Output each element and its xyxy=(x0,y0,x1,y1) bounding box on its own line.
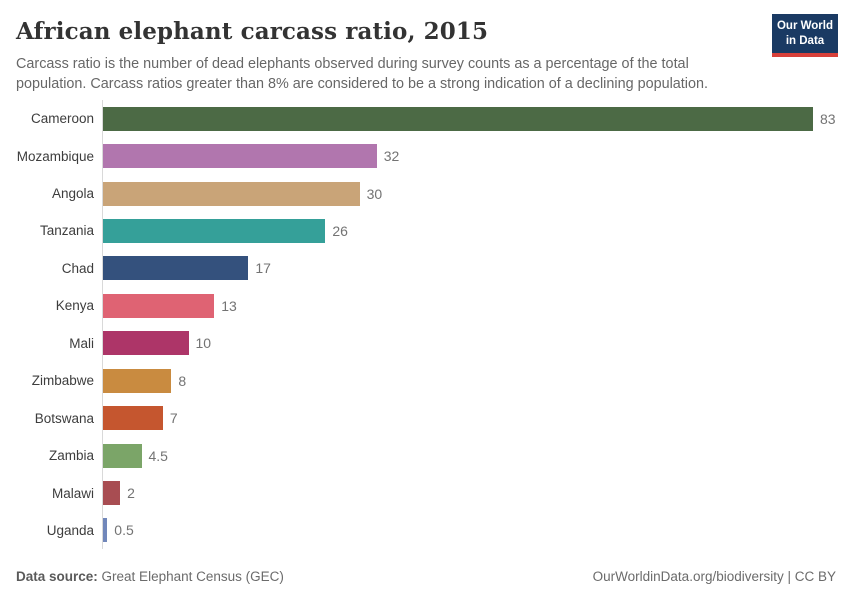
value-label: 83 xyxy=(820,110,836,127)
value-label: 26 xyxy=(332,222,348,239)
value-label: 4.5 xyxy=(148,447,168,464)
value-label: 2 xyxy=(127,485,135,501)
bar[interactable] xyxy=(103,406,163,431)
chart-row: Mali 10 xyxy=(16,324,850,362)
chart-row: Chad 17 xyxy=(16,249,850,288)
owid-logo[interactable]: Our World in Data xyxy=(772,14,838,57)
bar-track: 2 xyxy=(102,474,850,512)
bar-track: 83 xyxy=(102,99,850,138)
bar[interactable] xyxy=(103,144,377,169)
category-label: Uganda xyxy=(46,522,94,538)
data-source-value: Great Elephant Census (GEC) xyxy=(101,569,284,584)
bar-chart: Cameroon 83 Mozambique 32 Angola 30 Tanz… xyxy=(16,99,850,550)
chart-row: Malawi 2 xyxy=(16,474,850,512)
chart-row: Kenya 13 xyxy=(16,287,850,325)
bar[interactable] xyxy=(103,368,172,393)
bar-track: 0.5 xyxy=(102,511,850,550)
owid-logo-line2: in Data xyxy=(785,34,825,47)
bar-track: 17 xyxy=(102,249,850,288)
bar[interactable] xyxy=(103,518,108,543)
page-title: African elephant carcass ratio, 2015 xyxy=(16,18,489,45)
bar-track: 7 xyxy=(102,399,850,437)
chart-subtitle: Carcass ratio is the number of dead elep… xyxy=(16,56,708,93)
owid-logo-line1: Our World xyxy=(776,20,833,32)
value-label: 32 xyxy=(383,148,400,165)
value-label: 7 xyxy=(169,410,178,427)
chart-header: African elephant carcass ratio, 2015 Our… xyxy=(0,0,850,95)
value-label: 10 xyxy=(195,335,212,352)
chart-row: Mozambique 32 xyxy=(16,137,850,175)
bar[interactable] xyxy=(103,256,249,281)
chart-row: Zambia 4.5 xyxy=(16,436,850,475)
bar[interactable] xyxy=(103,443,142,468)
bar-track: 10 xyxy=(102,324,850,362)
category-label: Botswana xyxy=(34,410,94,426)
bar-track: 4.5 xyxy=(102,436,850,475)
credit-link[interactable]: OurWorldinData.org/biodiversity | CC BY xyxy=(592,569,836,584)
bar[interactable] xyxy=(103,218,326,243)
category-label: Cameroon xyxy=(30,111,94,127)
category-label: Malawi xyxy=(51,485,94,501)
chart-row: Cameroon 83 xyxy=(16,99,850,138)
bar-track: 26 xyxy=(102,212,850,250)
category-label: Zambia xyxy=(48,448,94,464)
bar[interactable] xyxy=(103,331,189,356)
bar-track: 13 xyxy=(102,287,850,325)
data-source-label: Data source: xyxy=(16,569,98,584)
chart-row: Botswana 7 xyxy=(16,399,850,437)
bar[interactable] xyxy=(103,181,360,206)
chart-row: Angola 30 xyxy=(16,174,850,213)
chart-row: Zimbabwe 8 xyxy=(16,361,850,400)
bar[interactable] xyxy=(103,293,215,318)
data-source: Data source: Great Elephant Census (GEC) xyxy=(16,569,284,584)
category-label: Kenya xyxy=(55,298,94,314)
value-label: 30 xyxy=(366,185,383,202)
category-label: Angola xyxy=(51,186,94,201)
category-label: Tanzania xyxy=(39,223,94,239)
value-label: 0.5 xyxy=(114,522,134,539)
chart-row: Uganda 0.5 xyxy=(16,511,850,550)
category-label: Zimbabwe xyxy=(31,373,94,389)
category-label: Mozambique xyxy=(16,148,94,164)
bar-track: 30 xyxy=(102,174,850,213)
chart-row: Tanzania 26 xyxy=(16,212,850,250)
category-label: Mali xyxy=(69,335,94,351)
value-label: 17 xyxy=(255,260,271,277)
category-label: Chad xyxy=(61,260,94,276)
value-label: 13 xyxy=(221,297,237,314)
bar[interactable] xyxy=(103,481,121,505)
chart-footer: Data source: Great Elephant Census (GEC)… xyxy=(16,569,836,584)
value-label: 8 xyxy=(178,372,187,389)
bar[interactable] xyxy=(103,106,813,131)
bar-track: 32 xyxy=(102,137,850,175)
bar-track: 8 xyxy=(102,361,850,400)
